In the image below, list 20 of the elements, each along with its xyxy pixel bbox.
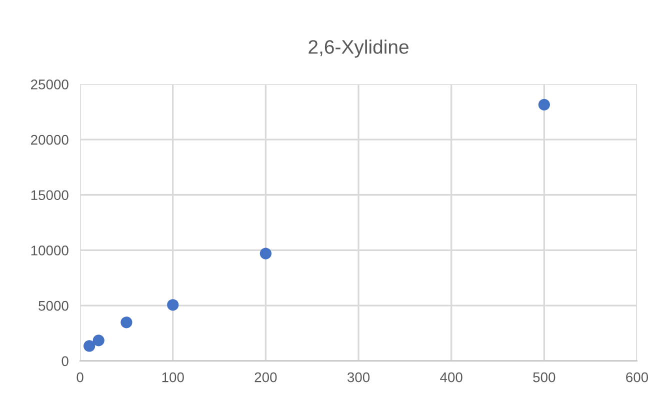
point — [167, 299, 179, 311]
y-tick-label: 10000 — [31, 246, 68, 256]
y-tick-label: 25000 — [31, 80, 68, 90]
y-tick-label: 15000 — [31, 190, 68, 200]
x-tick-label: 200 — [254, 372, 277, 382]
x-tick-label: 500 — [533, 372, 556, 382]
y-tick-label: 0 — [62, 356, 68, 366]
point — [538, 98, 550, 110]
point — [92, 334, 104, 346]
point — [260, 248, 272, 260]
point — [120, 316, 132, 328]
x-tick-label: 600 — [626, 372, 648, 382]
x-tick-label: 300 — [347, 372, 370, 382]
y-tick-label: 5000 — [38, 300, 68, 311]
x-tick-label: 100 — [162, 372, 184, 382]
x-tick-label: 0 — [76, 372, 84, 382]
point — [84, 340, 96, 352]
y-tick-label: 20000 — [31, 134, 68, 145]
chart-title: 2,6-Xylidine — [308, 40, 408, 58]
x-tick-label: 400 — [440, 372, 462, 382]
